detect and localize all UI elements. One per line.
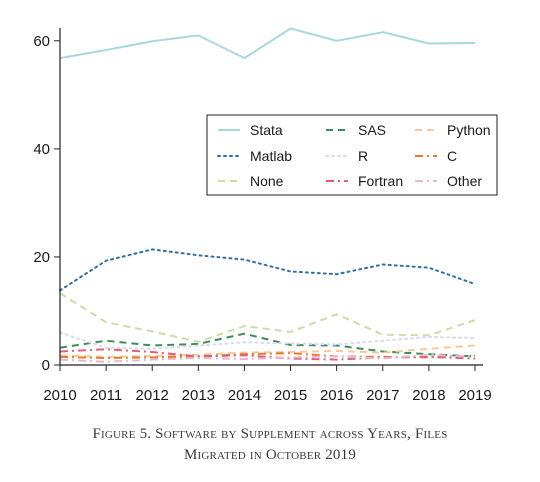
- x-tick-label: 2015: [274, 387, 307, 404]
- caption-line-2: Migrated in October 2019: [183, 447, 357, 463]
- series-line-none: [59, 292, 476, 343]
- x-tick-label: 2016: [320, 387, 353, 404]
- legend-label-fortran: Fortran: [358, 173, 403, 189]
- legend: Stata SAS Python Matlab R C None Fortran Other: [206, 114, 498, 196]
- caption-line-1: Figure 5. Software by Supplement across …: [92, 426, 448, 442]
- y-tick-label: 0: [42, 357, 50, 374]
- series-line-python: [59, 344, 476, 358]
- series-line-stata: [59, 27, 476, 60]
- y-axis-ticks: 0 20 40 60: [33, 33, 60, 374]
- legend-label-matlab: Matlab: [250, 148, 292, 164]
- legend-label-c: C: [447, 148, 457, 164]
- x-axis-ticks: 2010 2011 2012 2013 2014 2015 2016 2017 2018 2019: [43, 365, 492, 404]
- series-line-r: [59, 331, 476, 350]
- x-tick-label: 2012: [136, 387, 169, 404]
- legend-box: [206, 114, 498, 196]
- x-tick-label: 2010: [43, 387, 76, 404]
- axes: [59, 28, 483, 366]
- legend-label-r: R: [358, 148, 368, 164]
- y-tick-label: 40: [33, 141, 50, 158]
- x-tick-label: 2019: [458, 387, 491, 404]
- x-tick-label: 2011: [90, 387, 122, 404]
- legend-label-stata: Stata: [250, 122, 283, 138]
- line-chart: 2010 2011 2012 2013 2014 2015 2016 2017 2018 2019…: [33, 27, 498, 404]
- figure-caption: Figure 5. Software by Supplement across …: [0, 424, 540, 466]
- x-tick-label: 2018: [412, 387, 445, 404]
- legend-label-sas: SAS: [358, 122, 386, 138]
- series-line-sas: [59, 332, 476, 358]
- x-tick-label: 2013: [182, 387, 215, 404]
- x-tick-label: 2017: [366, 387, 399, 404]
- plot-lines: [59, 27, 476, 363]
- y-tick-label: 60: [33, 33, 50, 50]
- x-tick-label: 2014: [228, 387, 261, 404]
- legend-label-python: Python: [447, 122, 491, 138]
- series-line-matlab: [59, 248, 476, 292]
- legend-label-other: Other: [447, 173, 482, 189]
- y-tick-label: 20: [33, 249, 50, 266]
- legend-label-none: None: [250, 173, 284, 189]
- series-line-other: [59, 353, 476, 363]
